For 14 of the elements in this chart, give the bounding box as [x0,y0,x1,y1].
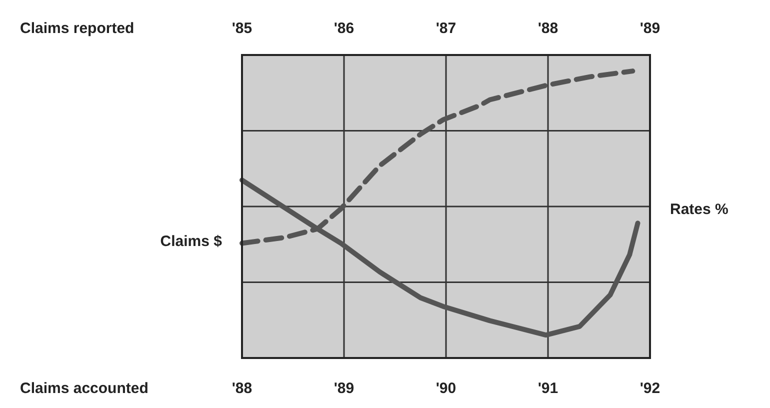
x2-tick-label: '86 [334,20,354,37]
x-tick-label: '92 [640,380,660,397]
x2-tick-label: '89 [640,20,660,37]
x2-tick-label: '85 [232,20,252,37]
x2-tick-label: '88 [538,20,558,37]
x2-tick-label: '87 [436,20,456,37]
text: Claims accounted [20,380,148,397]
x-tick-label: '89 [334,380,354,397]
x2-axis-title: Claims reported [20,20,134,37]
y-axis-title: Claims $ [160,233,223,250]
x-tick-label: '88 [232,380,252,397]
x-tick-label: '90 [436,380,456,397]
x-tick-label: '91 [538,380,558,397]
y2-axis-title: Rates % [670,201,728,218]
